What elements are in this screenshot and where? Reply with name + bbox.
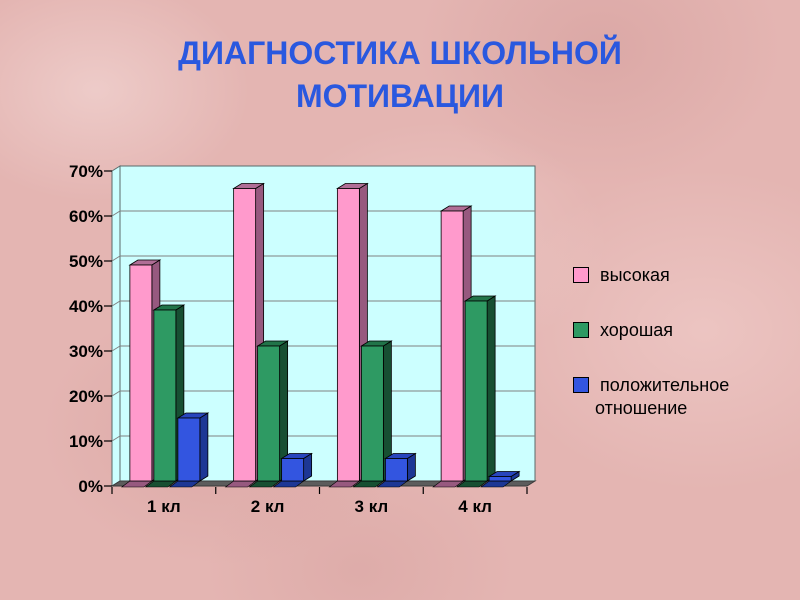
x-category-label: 1 кл <box>147 497 181 516</box>
legend-item-polozhitelnoe: положительное отношение <box>573 374 773 420</box>
slide-title-line2: МОТИВАЦИИ <box>295 78 505 115</box>
gridline-wall <box>111 300 121 307</box>
bar-s1-c2 <box>360 345 384 482</box>
bar-s2-c1 <box>281 458 305 482</box>
bar-side-s2-c0 <box>199 412 209 482</box>
bar-s2-c0 <box>177 417 201 482</box>
gridline-wall <box>111 435 121 442</box>
y-tick-label: 10% <box>69 432 103 451</box>
slide-title: ДИАГНОСТИКА ШКОЛЬНОЙ МОТИВАЦИИ <box>0 32 800 118</box>
y-tick-label: 70% <box>69 162 103 181</box>
y-tick-label: 50% <box>69 252 103 271</box>
slide-title-line1: ДИАГНОСТИКА ШКОЛЬНОЙ <box>178 35 622 71</box>
bar-s0-c1 <box>233 188 257 482</box>
x-category-label: 3 кл <box>355 497 389 516</box>
legend-item-vysokaya: высокая <box>573 264 773 287</box>
y-tick-label: 40% <box>69 297 103 316</box>
legend-label-polozhitelnoe: положительное отношение <box>595 375 730 418</box>
gridline-wall <box>111 210 121 217</box>
bar-s0-c3 <box>440 210 464 482</box>
gridline-wall <box>111 345 121 352</box>
bar-s0-c0 <box>129 264 153 482</box>
y-tick-label: 0% <box>78 477 103 496</box>
y-tick-label: 60% <box>69 207 103 226</box>
legend-label-khoroshaya: хорошая <box>600 320 674 340</box>
bar-s1-c1 <box>257 345 281 482</box>
legend-label-vysokaya: высокая <box>600 265 670 285</box>
bar-s2-c2 <box>384 458 408 482</box>
legend-swatch-vysokaya <box>573 267 589 283</box>
x-category-label: 4 кл <box>458 497 492 516</box>
legend-swatch-khoroshaya <box>573 322 589 338</box>
bar-s2-c3 <box>488 476 512 482</box>
y-tick-label: 30% <box>69 342 103 361</box>
bar-s1-c0 <box>153 309 177 482</box>
bar-s0-c2 <box>336 188 360 482</box>
gridline-wall <box>111 390 121 397</box>
y-tick-label: 20% <box>69 387 103 406</box>
gridline-wall <box>111 255 121 262</box>
bar-s1-c3 <box>464 300 488 482</box>
x-category-label: 2 кл <box>251 497 285 516</box>
legend-item-khoroshaya: хорошая <box>573 319 773 342</box>
chart-legend: высокая хорошая положительное отношение <box>573 264 773 452</box>
legend-swatch-polozhitelnoe <box>573 377 589 393</box>
bar-side-s1-c3 <box>486 295 496 482</box>
